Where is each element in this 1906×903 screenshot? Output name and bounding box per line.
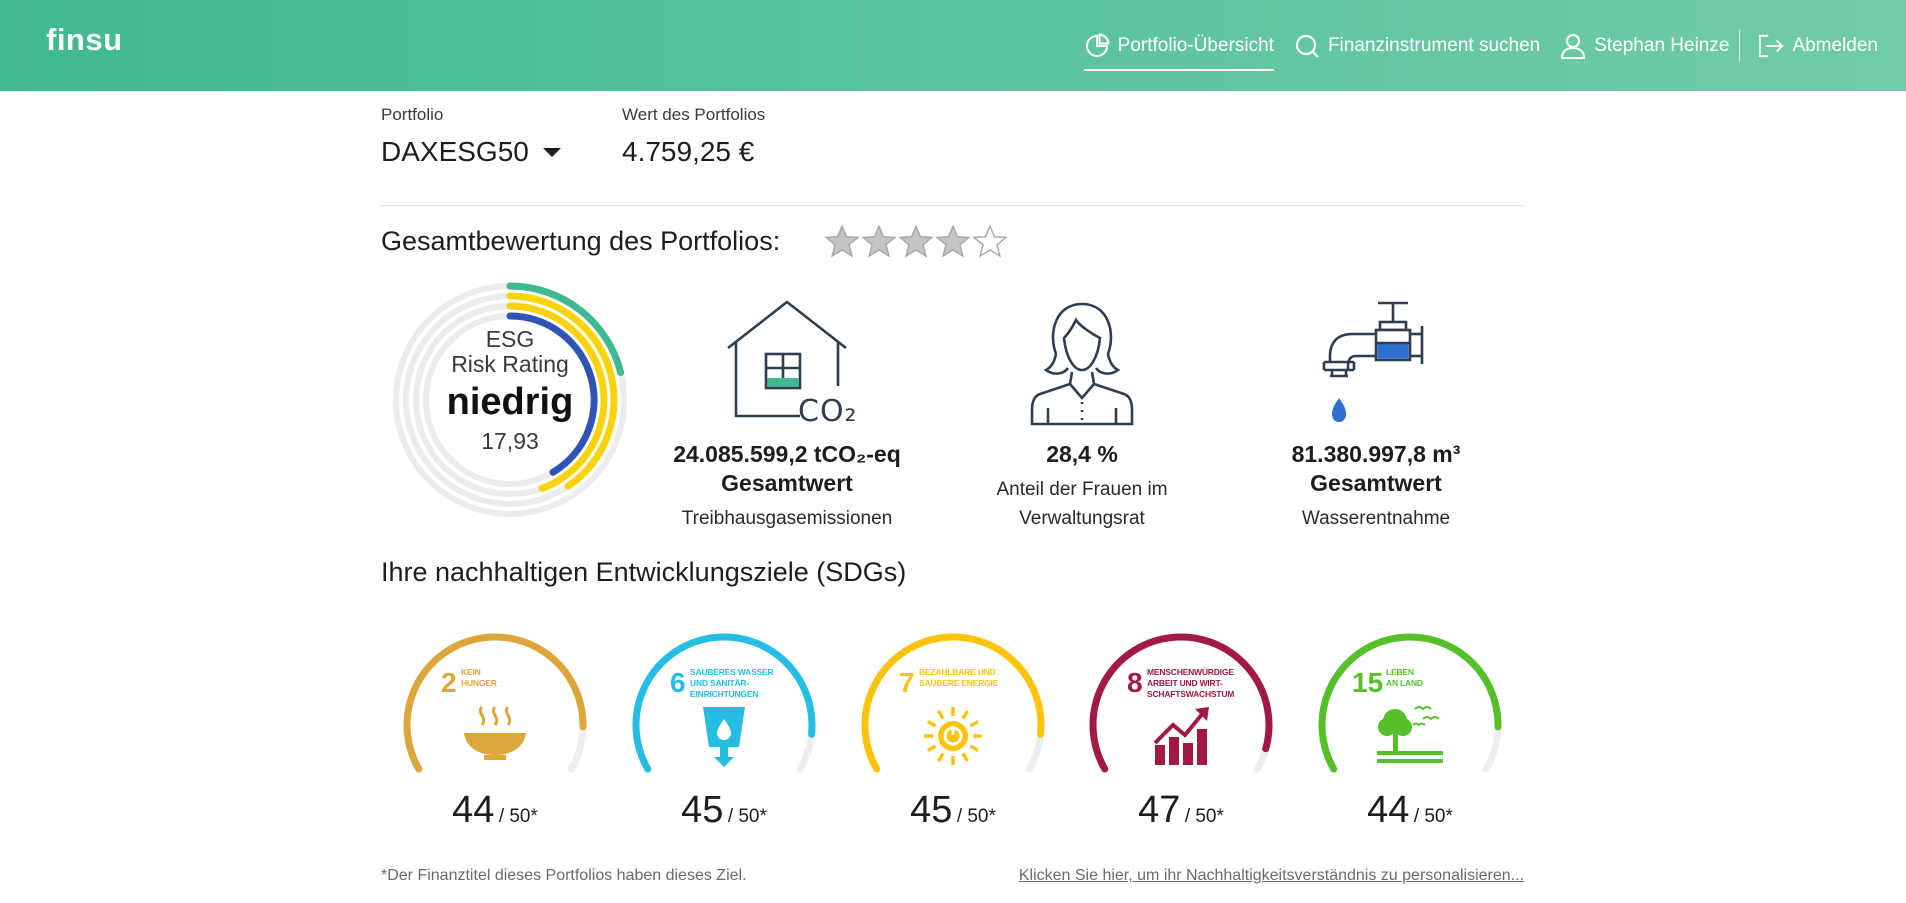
sdg-gauge xyxy=(1318,633,1502,773)
esg-label-line2: Risk Rating xyxy=(451,351,569,377)
sdg-number: 15 xyxy=(1352,667,1384,698)
nav-portfolio-overview-label: Portfolio-Übersicht xyxy=(1117,34,1274,56)
nav-search-instrument[interactable]: Finanzinstrument suchen xyxy=(1294,0,1540,91)
esg-risk-level: niedrig xyxy=(446,381,574,423)
ghg-label: Treibhausgasemissionen xyxy=(681,508,893,529)
nav-separator xyxy=(1739,29,1741,62)
nav-portfolio-overview[interactable]: Portfolio-Übersicht xyxy=(1083,0,1275,91)
sdg-score: 45 / 50* xyxy=(910,789,996,831)
nav-logout[interactable]: Abmelden xyxy=(1758,0,1878,91)
star-filled-icon xyxy=(861,224,897,258)
esg-arc-blue xyxy=(506,312,598,476)
women-board-label-2: Verwaltungsrat xyxy=(1019,508,1145,529)
water-value: 81.380.997,8 m³ xyxy=(1291,441,1461,467)
sdg-number: 8 xyxy=(1127,667,1143,698)
ghg-value: 24.085.599,2 tCO₂-eq xyxy=(673,441,901,467)
portfolio-value: 4.759,25 € xyxy=(622,136,755,167)
portfolio-label: Portfolio xyxy=(381,105,444,124)
bowl-icon xyxy=(395,703,595,763)
sdg-score: 44 / 50* xyxy=(1367,789,1453,831)
sdg-gauge xyxy=(1089,633,1273,773)
sdg-card-7[interactable]: 7 BEZAHLBARE UND SAUBERE ENERGIE 45 / 50* xyxy=(853,625,1053,840)
sdg-card-15[interactable]: 15 LEBEN AN LAND 44 / 50* xyxy=(1310,625,1510,840)
portfolio-selected-value: DAXESG50 xyxy=(381,136,529,167)
metric-water-withdrawal: 81.380.997,8 m³ Gesamtwert Wasserentnahm… xyxy=(1241,298,1511,538)
nav-search-label: Finanzinstrument suchen xyxy=(1327,34,1541,56)
women-board-value: 28,4 % xyxy=(1046,441,1118,467)
esg-donut xyxy=(393,282,627,517)
sdg-name: LEBEN AN LAND xyxy=(1386,667,1423,688)
user-icon xyxy=(1560,33,1586,59)
water-tap-icon xyxy=(1318,298,1434,430)
ghg-total-label: Gesamtwert xyxy=(721,470,853,496)
star-filled-icon xyxy=(824,224,860,258)
esg-risk-rating-gauge: ESG Risk Rating niedrig 17,93 xyxy=(390,280,630,520)
sdg-name: MENSCHENWÜRDIGE ARBEIT UND WIRT- SCHAFTSWA… xyxy=(1147,667,1235,699)
star-filled-icon xyxy=(898,224,934,258)
nav-logout-label: Abmelden xyxy=(1792,34,1878,56)
star-filled-icon xyxy=(935,224,971,258)
water-total-label: Gesamtwert xyxy=(1310,470,1442,496)
top-navbar: finsu Portfolio-Übersicht Finanzinstrume… xyxy=(0,0,1906,91)
overall-rating-title: Gesamtbewertung des Portfolios: xyxy=(381,226,781,256)
esg-arc-yellow-outer xyxy=(506,292,618,490)
metric-women-board: 28,4 % Anteil der Frauen im Verwaltungsr… xyxy=(947,298,1217,538)
women-board-label-1: Anteil der Frauen im xyxy=(996,479,1168,500)
esg-risk-score: 17,93 xyxy=(481,428,539,454)
woman-icon xyxy=(1026,298,1138,430)
sdg-footnote: *Der Finanztitel dieses Portfolios haben… xyxy=(381,867,747,884)
sdg-number: 6 xyxy=(670,667,686,698)
sdg-name: SAUBERES WASSER UND SANITÄR- EINRICHTUNGEN xyxy=(690,667,774,699)
esg-arc-green xyxy=(506,282,625,376)
nav-user-profile[interactable]: Stephan Heinze xyxy=(1560,0,1729,91)
sdg-gauge xyxy=(403,633,587,773)
sdg-score: 45 / 50* xyxy=(681,789,767,831)
tree-birds-icon xyxy=(1310,703,1510,765)
metric-ghg-emissions: CO₂ 24.085.599,2 tCO₂-eq Gesamtwert Trei… xyxy=(652,298,922,538)
growth-chart-icon xyxy=(1081,703,1281,767)
portfolio-dropdown[interactable]: DAXESG50 xyxy=(381,136,561,168)
section-divider xyxy=(381,205,1524,206)
personalize-link[interactable]: Klicken Sie hier, um ihr Nachhaltigkeits… xyxy=(1018,867,1524,884)
sdg-score: 44 / 50* xyxy=(452,789,538,831)
sdg-gauge xyxy=(632,633,816,773)
nav-user-name: Stephan Heinze xyxy=(1594,34,1730,56)
water-label: Wasserentnahme xyxy=(1301,508,1451,529)
main-nav: Portfolio-Übersicht Finanzinstrument suc… xyxy=(1083,0,1878,91)
esg-arc-yellow-inner xyxy=(506,302,608,492)
sdg-card-6[interactable]: 6 SAUBERES WASSER UND SANITÄR- EINRICHTUNG… xyxy=(624,625,824,840)
logout-icon xyxy=(1758,33,1784,59)
house-co2-icon: CO₂ xyxy=(722,298,857,432)
sdg-name: KEIN HUNGER xyxy=(461,667,497,688)
sdg-name: BEZAHLBARE UND SAUBERE ENERGIE xyxy=(919,667,999,688)
star-rating xyxy=(824,224,1009,258)
caret-down-icon xyxy=(542,147,561,157)
sdg-gauge xyxy=(861,633,1045,773)
search-icon xyxy=(1294,33,1320,59)
co2-label: CO₂ xyxy=(798,394,858,429)
esg-label-line1: ESG xyxy=(485,326,535,352)
portfolio-value-label: Wert des Portfolios xyxy=(622,105,766,124)
water-glass-icon xyxy=(624,703,824,769)
sun-power-icon xyxy=(853,703,1053,769)
sdg-card-8[interactable]: 8 MENSCHENWÜRDIGE ARBEIT UND WIRT- SCHAFTS… xyxy=(1081,625,1281,840)
sdg-section-title: Ihre nachhaltigen Entwicklungsziele (SDG… xyxy=(381,557,907,587)
sdg-number: 7 xyxy=(899,667,915,698)
finsu-logo[interactable]: finsu xyxy=(46,22,123,57)
pie-chart-icon xyxy=(1084,32,1110,59)
star-empty-icon xyxy=(972,224,1008,258)
sdg-number: 2 xyxy=(441,667,457,698)
sdg-card-2[interactable]: 2 KEIN HUNGER 44 / 50* xyxy=(395,625,595,840)
sdg-score: 47 / 50* xyxy=(1138,789,1224,831)
